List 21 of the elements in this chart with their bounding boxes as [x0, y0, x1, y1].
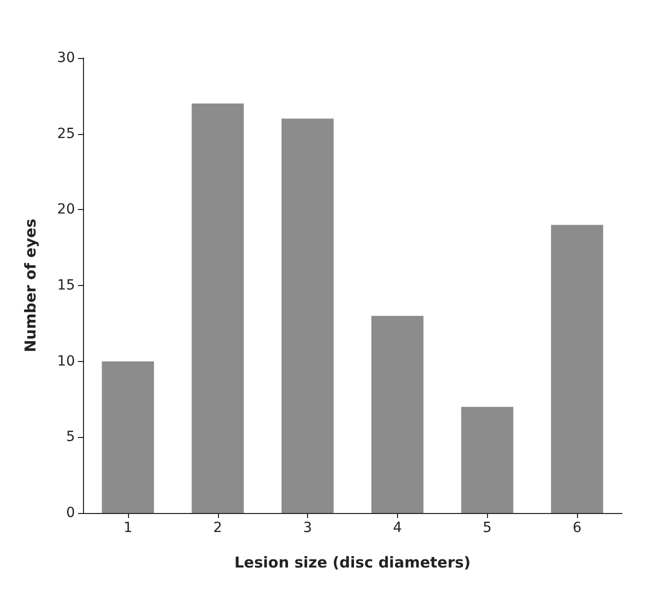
x-tick-label: 3: [303, 520, 312, 536]
x-tick-label: 6: [572, 520, 582, 536]
x-axis-title: Lesion size (disc diameters): [234, 554, 471, 572]
bar: [461, 406, 514, 513]
y-tick-label: 15: [57, 278, 75, 294]
bar: [282, 118, 334, 513]
bar: [192, 104, 244, 513]
bar: [551, 224, 604, 513]
y-tick-label: 25: [57, 126, 75, 142]
bar: [102, 361, 154, 513]
x-tick-label: 2: [213, 520, 222, 536]
x-tick-label: 4: [392, 520, 402, 536]
y-tick-label: 30: [57, 50, 75, 66]
x-tick-label: 5: [482, 520, 492, 536]
y-tick-label: 20: [57, 202, 75, 218]
bar: [371, 316, 424, 513]
x-tick-label: 1: [123, 520, 132, 536]
y-axis-title: Number of eyes: [22, 218, 40, 352]
y-tick-label: 10: [57, 353, 75, 370]
y-tick-label: 0: [66, 505, 75, 521]
y-tick-label: 5: [66, 429, 75, 446]
